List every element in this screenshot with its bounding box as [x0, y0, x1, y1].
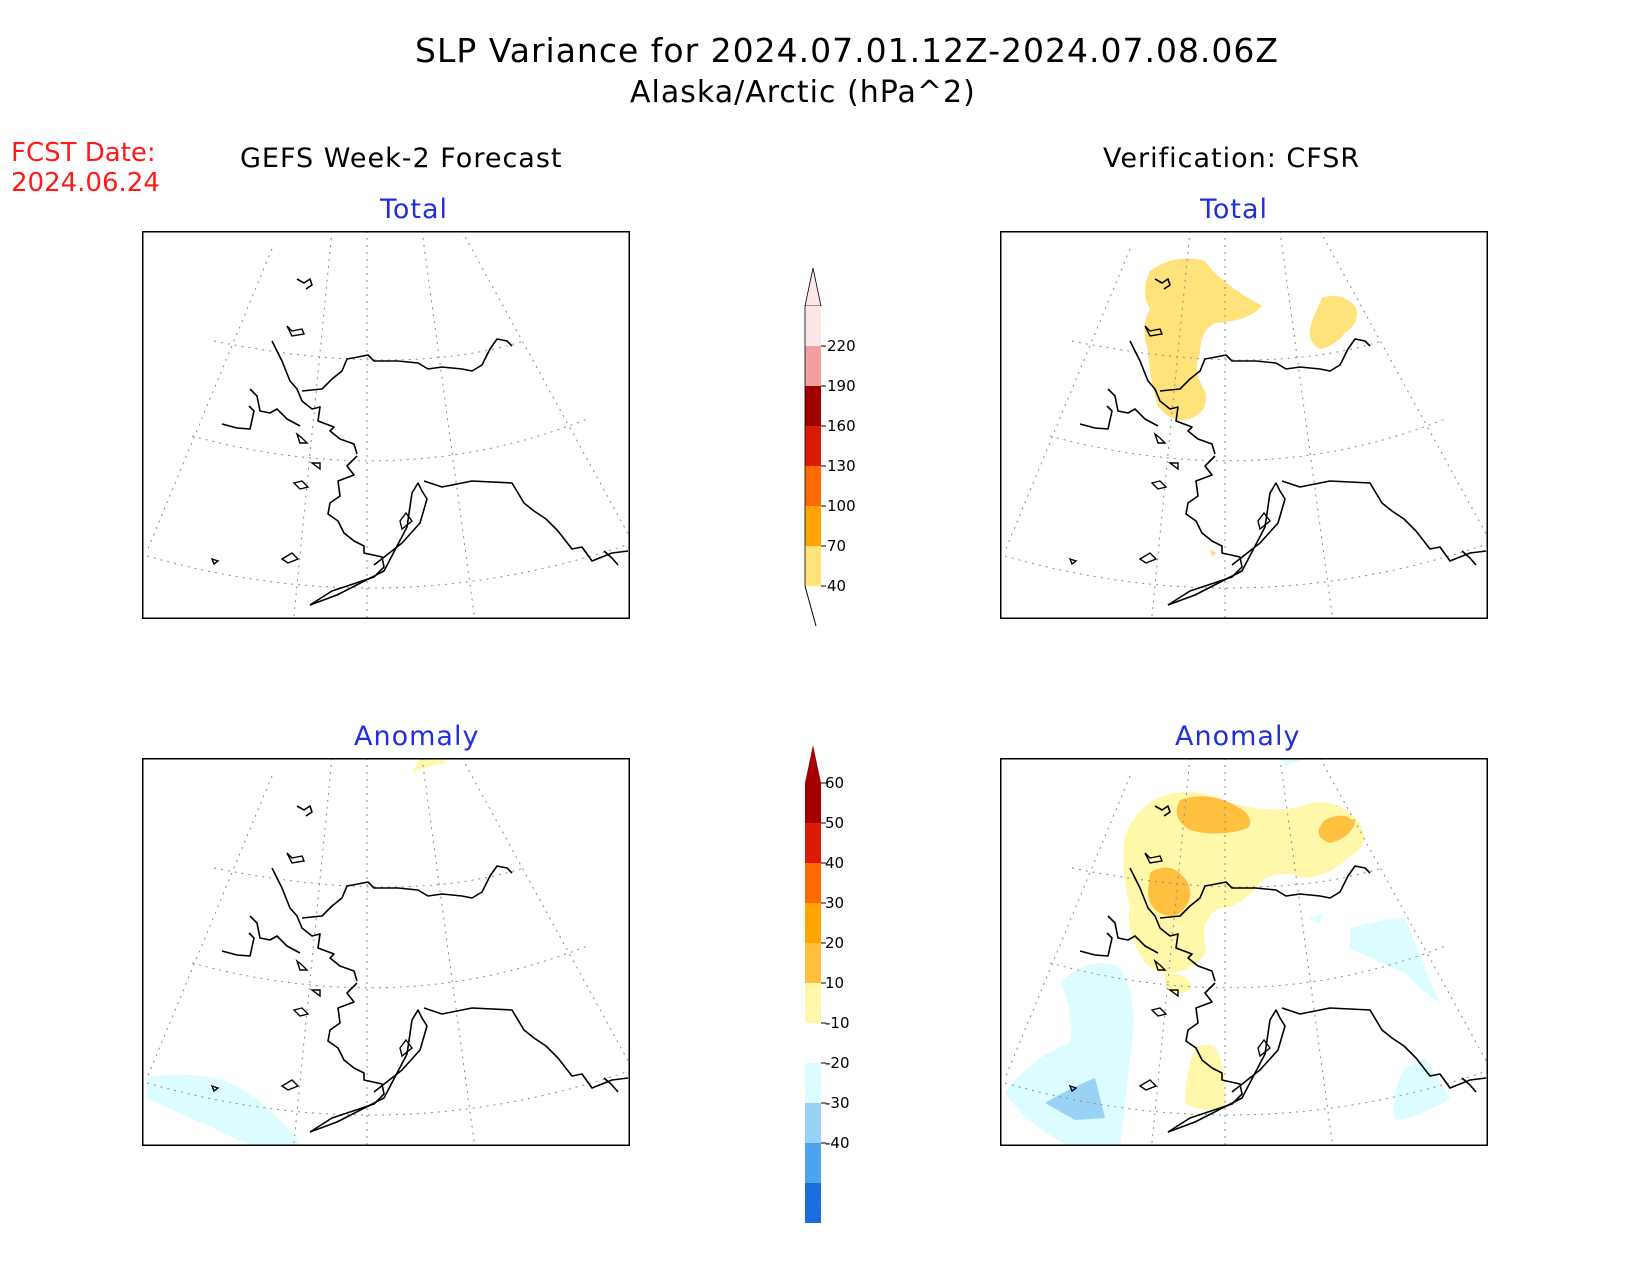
colorbar-total-swatch — [805, 346, 821, 386]
colorbar-anomaly: 60 50 40 30 20 10 -10 -20 -30 -40 — [805, 745, 850, 1223]
colorbar-anomaly-label: 20 — [825, 934, 844, 952]
colorbar-total-label: 160 — [827, 417, 856, 435]
shaded-anomaly — [1005, 758, 1450, 1146]
colorbar-anomaly-label: -20 — [825, 1054, 850, 1072]
chart-subtitle: Alaska/Arctic (hPa^2) — [630, 75, 976, 110]
map-forecast-anomaly — [142, 758, 630, 1146]
colorbar-total-label: 100 — [827, 497, 856, 515]
colorbar-anomaly-swatch — [805, 943, 821, 983]
colorbar-anomaly-top-arrow — [805, 745, 821, 783]
column-heading-verification: Verification: CFSR — [1103, 143, 1361, 174]
colorbar-anomaly-label: 50 — [825, 814, 844, 832]
colorbar-total-swatch — [805, 306, 821, 346]
colorbar-anomaly-swatch — [805, 863, 821, 903]
map-verification-total — [1000, 231, 1488, 619]
colorbar-anomaly-label: 10 — [825, 974, 844, 992]
shaded-40-70 — [1144, 258, 1358, 557]
fcst-date-value: 2024.06.24 — [11, 168, 160, 198]
panel-label-verification-total: Total — [1200, 194, 1269, 225]
colorbar-total-swatch — [805, 546, 821, 586]
map-forecast-total — [142, 231, 630, 619]
colorbar-anomaly-swatch — [805, 783, 821, 823]
colorbar-anomaly-label: -30 — [825, 1094, 850, 1112]
column-heading-forecast: GEFS Week-2 Forecast — [240, 143, 563, 174]
panel-label-forecast-anomaly: Anomaly — [354, 721, 480, 752]
colorbar-total-top-tip — [804, 267, 822, 307]
colorbar-total-label: 130 — [827, 457, 856, 475]
colorbar-anomaly-label: 30 — [825, 894, 844, 912]
chart-title: SLP Variance for 2024.07.01.12Z-2024.07.… — [415, 31, 1280, 70]
fcst-date-label: FCST Date: — [11, 138, 156, 168]
colorbar-total-swatch — [805, 506, 821, 546]
colorbar-anomaly-label: 40 — [825, 854, 844, 872]
panel-label-forecast-total: Total — [380, 194, 449, 225]
colorbar-anomaly-label: 60 — [825, 774, 844, 792]
colorbar-total-label: 70 — [827, 537, 846, 555]
colorbar-total-label: 190 — [827, 377, 856, 395]
map-verification-anomaly — [1000, 758, 1488, 1146]
colorbar-total-swatch — [805, 466, 821, 506]
colorbar-anomaly-swatch — [805, 1063, 821, 1103]
colorbar-total-label: 220 — [827, 337, 856, 355]
colorbar-anomaly-label: -40 — [825, 1134, 850, 1152]
colorbar-anomaly-bottom-arrow — [805, 1183, 821, 1221]
shaded-anomaly — [147, 758, 447, 1146]
colorbar-anomaly-label: -10 — [825, 1014, 850, 1032]
colorbar-total-swatch — [805, 386, 821, 426]
panel-label-verification-anomaly: Anomaly — [1175, 721, 1301, 752]
colorbar-total-bottom-tail — [804, 585, 817, 627]
colorbar-anomaly-swatch — [805, 1143, 821, 1183]
colorbar-anomaly-swatch — [805, 823, 821, 863]
colorbar-anomaly-swatch — [805, 983, 821, 1023]
colorbar-anomaly-swatch — [805, 1023, 821, 1063]
colorbar-anomaly-swatch — [805, 1103, 821, 1143]
colorbar-total-swatch — [805, 426, 821, 466]
colorbar-anomaly-swatch — [805, 903, 821, 943]
colorbar-total-label: 40 — [827, 577, 846, 595]
colorbar-total: 220 190 160 130 100 70 40 — [804, 267, 856, 627]
